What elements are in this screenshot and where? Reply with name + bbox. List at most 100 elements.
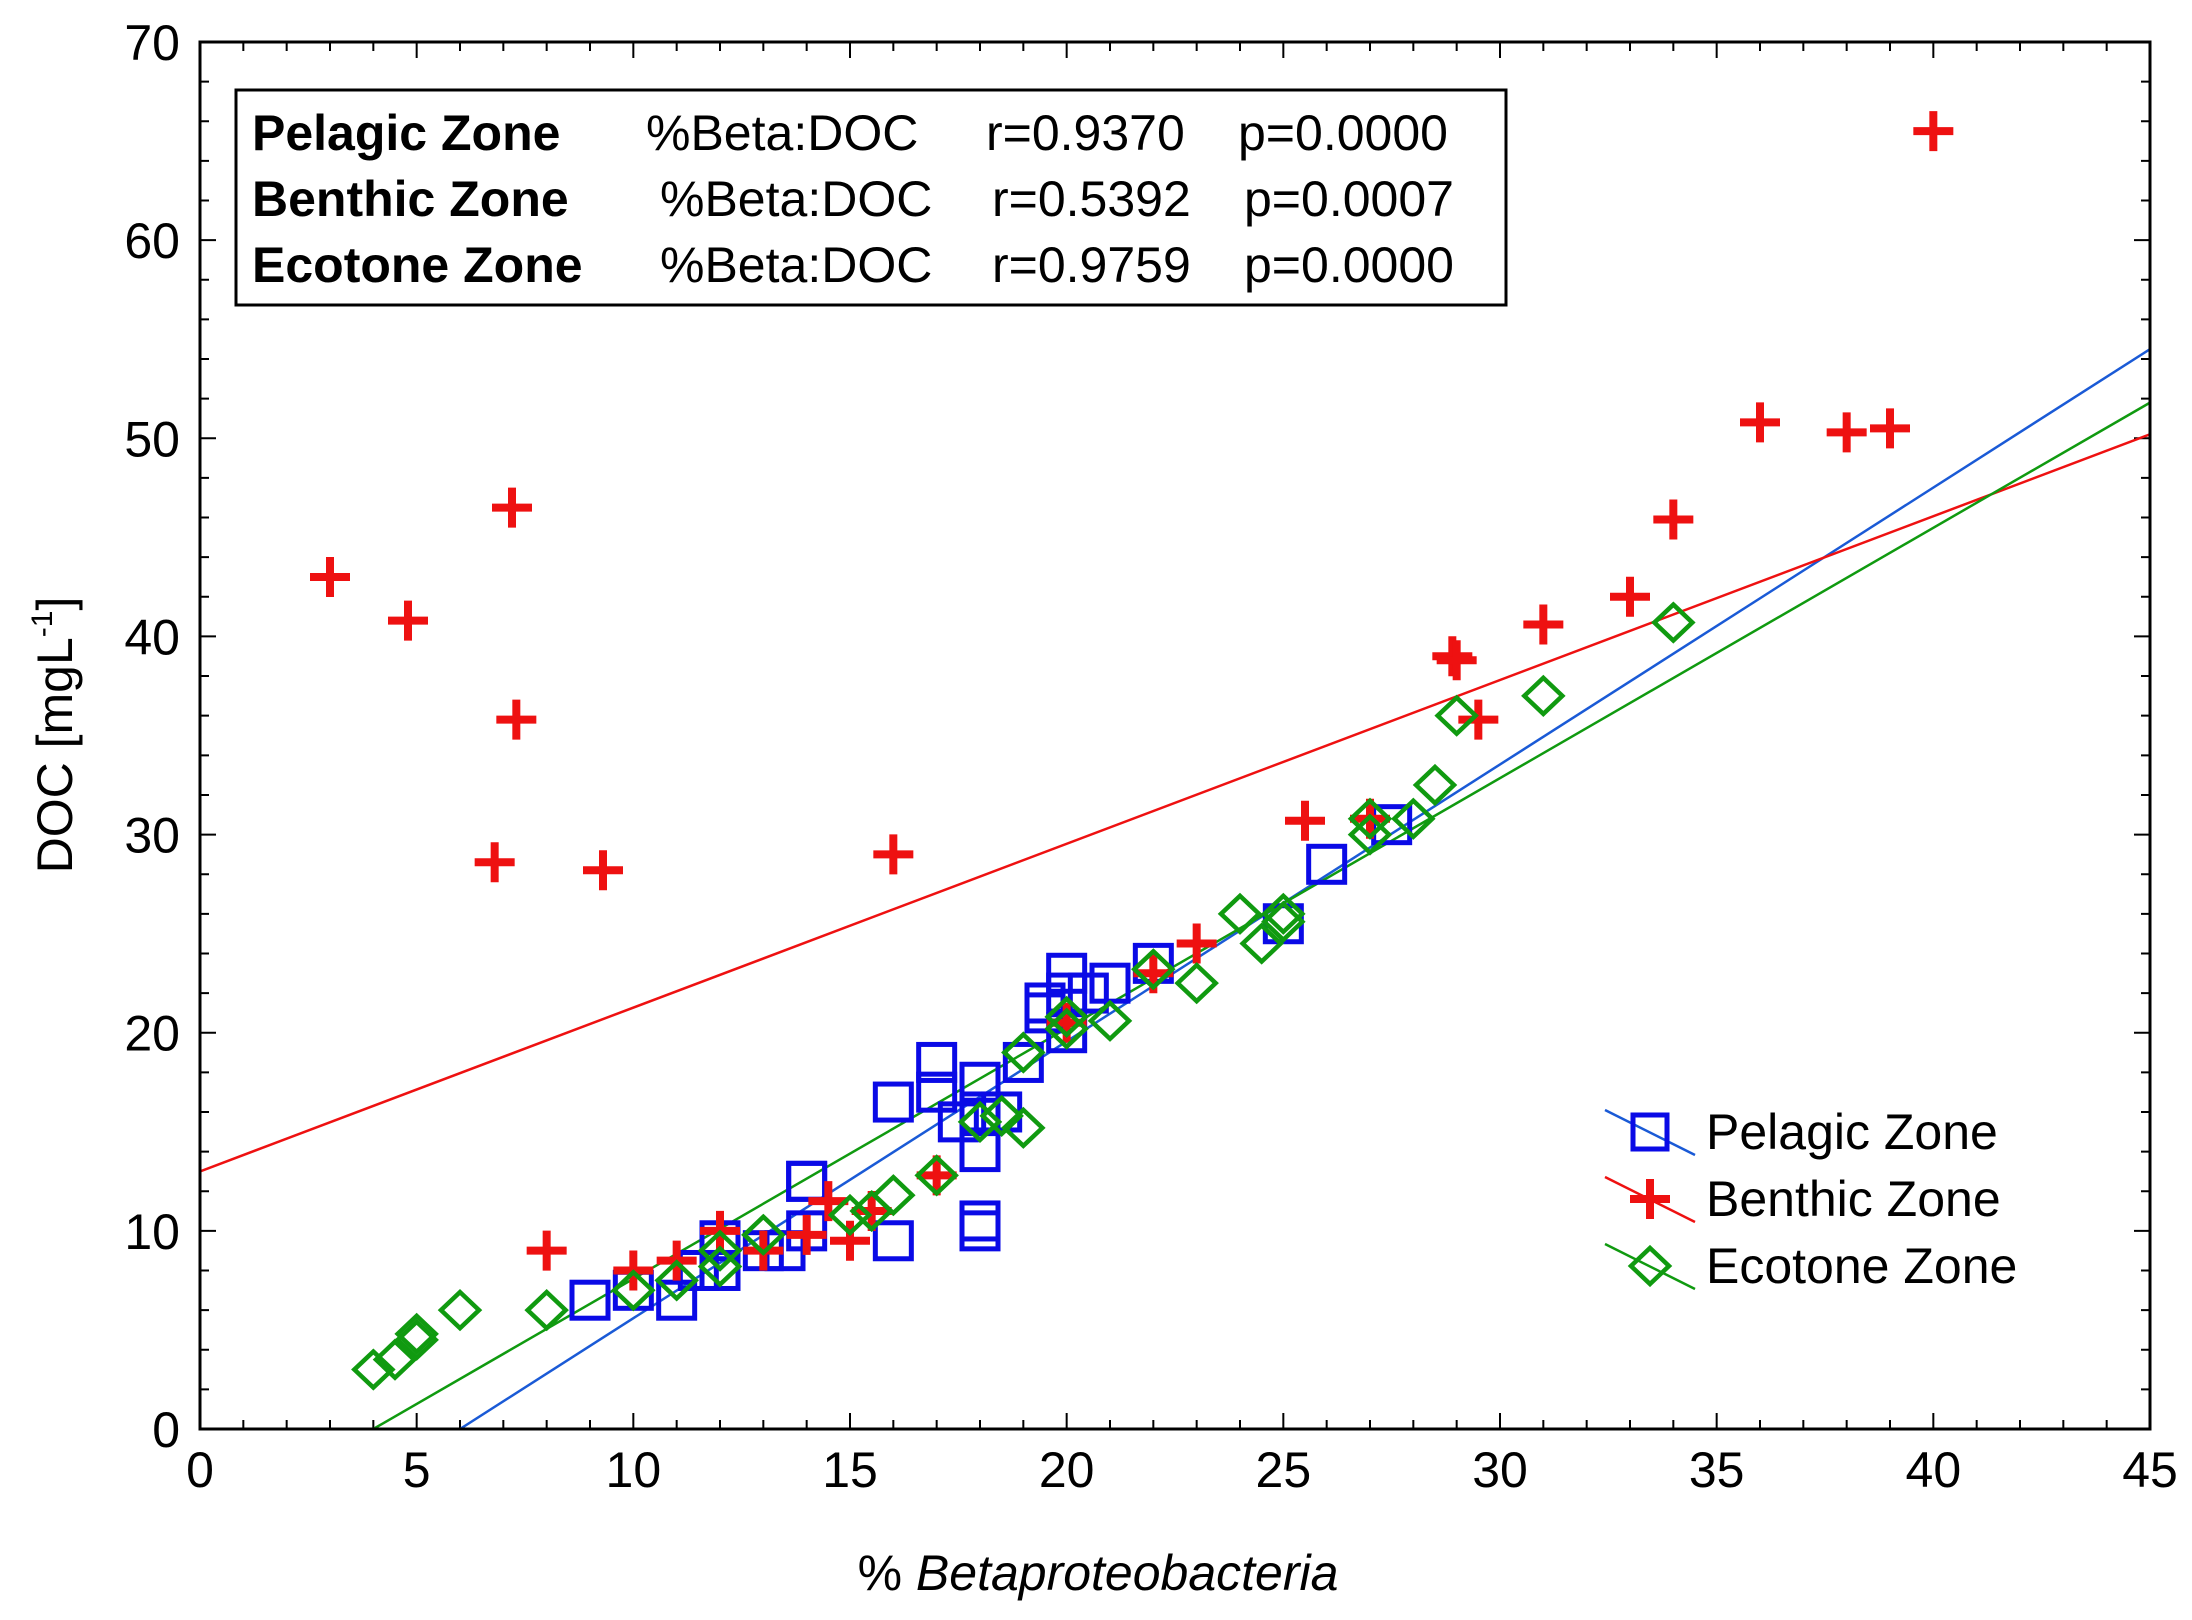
- stats-p-2: p=0.0000: [1244, 237, 1454, 293]
- point-ecotone-zone: [979, 1094, 1024, 1138]
- point-pelagic-zone: [872, 1081, 914, 1123]
- point-ecotone-zone: [914, 1154, 959, 1197]
- y-tick-label: 20: [124, 1006, 180, 1062]
- legend-label-benthic: Benthic Zone: [1706, 1171, 2001, 1227]
- point-benthic-zone: [583, 850, 623, 891]
- point-ecotone-zone: [351, 1348, 396, 1391]
- point-ecotone-zone: [654, 1259, 699, 1302]
- point-benthic-zone: [830, 1220, 870, 1261]
- point-pelagic-zone: [916, 1071, 958, 1113]
- point-pelagic-zone: [569, 1279, 611, 1321]
- legend-marker-pelagic: [1630, 1112, 1670, 1152]
- y-tick-label: 40: [124, 609, 180, 665]
- x-tick-label: 15: [822, 1442, 878, 1498]
- point-benthic-zone: [1610, 576, 1650, 617]
- stats-zone-0: Pelagic Zone: [252, 105, 560, 161]
- point-ecotone-zone: [1434, 694, 1479, 737]
- point-ecotone-zone: [1001, 1106, 1046, 1149]
- y-tick-label: 50: [124, 411, 180, 467]
- legend-marker-benthic: [1630, 1179, 1670, 1219]
- plot-frame: [198, 40, 2152, 1431]
- x-axis-title-prefix: %: [858, 1545, 916, 1601]
- point-pelagic-zone: [937, 1101, 979, 1143]
- x-tick-label: 20: [1039, 1442, 1095, 1498]
- point-ecotone-zone: [741, 1213, 786, 1256]
- legend-line-ecotone: [1604, 1242, 1696, 1291]
- legend-label-pelagic: Pelagic Zone: [1706, 1104, 1998, 1160]
- point-ecotone-zone: [1412, 763, 1458, 807]
- legend: Pelagic Zone Benthic Zone Ecotone Zone: [1604, 1104, 2017, 1294]
- stats-pair-2: %Beta:DOC: [660, 237, 932, 293]
- point-benthic-zone: [492, 487, 532, 528]
- point-ecotone-zone: [1087, 999, 1133, 1042]
- y-tick-label: 70: [124, 15, 180, 71]
- point-ecotone-zone: [697, 1229, 743, 1272]
- point-pelagic-zone: [959, 1210, 1001, 1252]
- y-axis-title-close: ]: [27, 597, 83, 611]
- point-pelagic-zone: [959, 1091, 1001, 1133]
- stats-p-0: p=0.0000: [1238, 105, 1448, 161]
- point-ecotone-zone: [697, 1245, 743, 1288]
- x-tick-label: 10: [606, 1442, 662, 1498]
- point-benthic-zone: [1913, 111, 1954, 152]
- fit-line-pelagic-zone: [459, 348, 2150, 1429]
- point-pelagic-zone: [916, 1041, 958, 1083]
- point-ecotone-zone: [372, 1338, 418, 1381]
- y-tick-label: 30: [124, 808, 180, 864]
- tick-labels: 0 5 10 15 20 25 30 35 40 45 0 10 20 30 40 50 60 70: [124, 15, 2177, 1498]
- point-ecotone-zone: [1651, 601, 1696, 644]
- point-ecotone-zone: [1001, 1031, 1046, 1074]
- point-ecotone-zone: [524, 1289, 569, 1332]
- point-benthic-zone: [496, 699, 537, 740]
- y-axis-title-main: DOC [mgL: [27, 637, 83, 873]
- x-tick-label: 0: [186, 1442, 214, 1498]
- data-markers: [310, 111, 1954, 1391]
- point-ecotone-zone: [1261, 892, 1306, 935]
- point-pelagic-zone: [959, 1131, 1001, 1173]
- point-ecotone-zone: [827, 1193, 873, 1237]
- point-pelagic-zone: [872, 1220, 914, 1262]
- point-pelagic-zone: [1067, 972, 1109, 1014]
- x-tick-label: 25: [1256, 1442, 1312, 1498]
- point-benthic-zone: [1176, 923, 1217, 964]
- fit-line-benthic-zone: [200, 433, 2150, 1173]
- point-benthic-zone: [1458, 699, 1499, 740]
- point-ecotone-zone: [1521, 674, 1566, 717]
- stats-r-0: r=0.9370: [986, 105, 1185, 161]
- stats-box: Pelagic Zone %Beta:DOC r=0.9370 p=0.0000…: [234, 88, 1508, 307]
- point-ecotone-zone: [1217, 892, 1263, 935]
- point-benthic-zone: [786, 1214, 827, 1255]
- stats-zone-2: Ecotone Zone: [252, 237, 583, 293]
- x-axis-title-italic: Betaproteobacteria: [916, 1545, 1339, 1601]
- y-axis-title: DOC [mgL-1]: [26, 597, 83, 874]
- point-ecotone-zone: [957, 1100, 1003, 1143]
- y-tick-label: 0: [152, 1402, 180, 1458]
- legend-line-pelagic: [1604, 1108, 1696, 1157]
- point-pelagic-zone: [959, 1200, 1001, 1242]
- legend-label-ecotone: Ecotone Zone: [1706, 1238, 2017, 1294]
- point-ecotone-zone: [1174, 962, 1219, 1005]
- point-benthic-zone: [1436, 640, 1477, 681]
- point-ecotone-zone: [1347, 797, 1393, 840]
- point-ecotone-zone: [1261, 900, 1306, 943]
- x-tick-label: 30: [1472, 1442, 1528, 1498]
- x-axis-title: % Betaproteobacteria: [858, 1545, 1339, 1601]
- point-ecotone-zone: [1131, 948, 1176, 991]
- point-pelagic-zone: [656, 1279, 698, 1321]
- point-benthic-zone: [474, 842, 515, 883]
- stats-pair-0: %Beta:DOC: [646, 105, 918, 161]
- point-ecotone-zone: [394, 1312, 439, 1355]
- x-tick-label: 40: [1906, 1442, 1962, 1498]
- point-benthic-zone: [1740, 402, 1780, 443]
- y-tick-label: 10: [124, 1204, 180, 1260]
- stats-pair-1: %Beta:DOC: [660, 171, 932, 227]
- point-benthic-zone: [851, 1191, 892, 1232]
- point-benthic-zone: [1826, 412, 1867, 453]
- x-tick-label: 35: [1689, 1442, 1745, 1498]
- y-axis-title-sup: -1: [26, 611, 59, 638]
- point-pelagic-zone: [1002, 1041, 1044, 1083]
- x-tick-label: 5: [403, 1442, 431, 1498]
- point-ecotone-zone: [437, 1289, 483, 1332]
- legend-marker-ecotone: [1627, 1244, 1673, 1288]
